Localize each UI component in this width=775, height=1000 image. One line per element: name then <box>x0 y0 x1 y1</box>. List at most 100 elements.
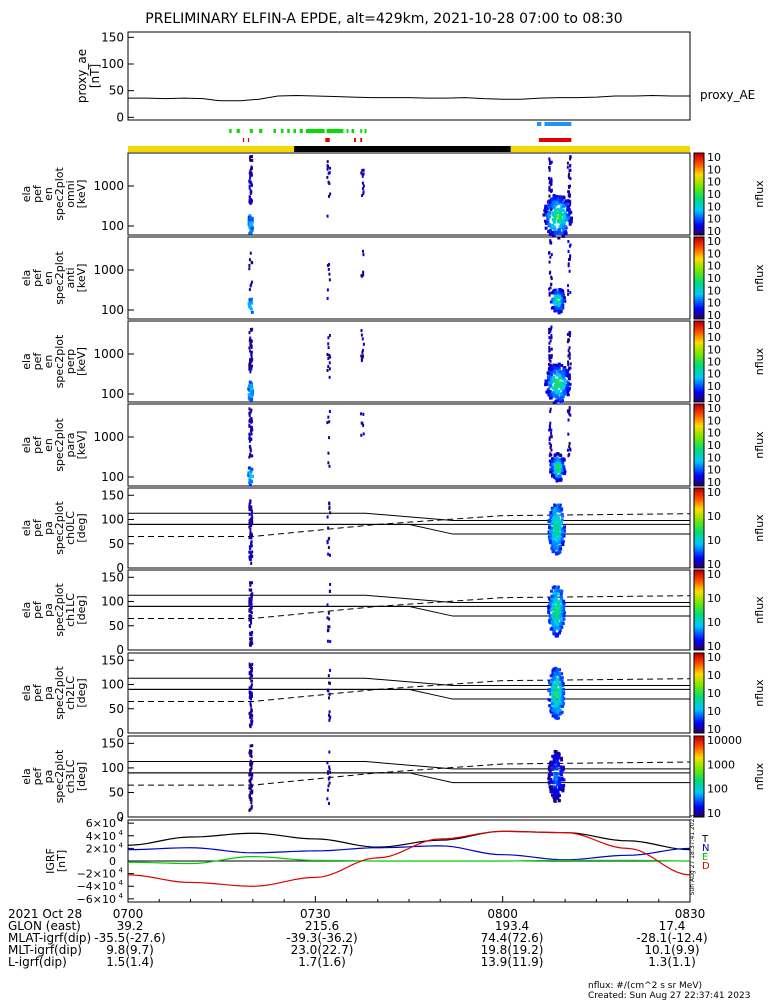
y-tick-label: 4×10 <box>86 830 116 843</box>
colorbar-tick-label: 10 <box>707 534 721 547</box>
spectrogram-cell <box>569 177 572 181</box>
spectrogram-cell <box>550 431 553 435</box>
spectrogram-cell <box>559 784 563 788</box>
spectrogram-cell <box>548 459 551 463</box>
spectrogram-cell <box>553 218 557 222</box>
spectrogram-cell <box>553 476 557 480</box>
spectrogram-cell <box>553 369 557 373</box>
colorbar-cell <box>694 459 704 462</box>
spectrogram-cell <box>249 417 252 421</box>
spectrogram-cell <box>548 176 551 180</box>
y-label-line: pa <box>42 770 55 784</box>
spectrogram-cell <box>551 391 555 395</box>
spectrogram-cell <box>327 696 330 700</box>
spectrogram-cell <box>248 288 251 292</box>
colorbar-cell <box>694 185 704 189</box>
spectrogram-cell <box>249 793 252 797</box>
colorbar-cell <box>694 600 704 603</box>
colorbar-tick-label: 10 <box>707 163 721 176</box>
spectrogram-cell <box>557 541 561 545</box>
spectrogram-cell <box>554 476 558 480</box>
spectrogram-cell <box>249 176 252 180</box>
colorbar-cell <box>694 681 704 684</box>
spectrogram-cell <box>565 216 569 220</box>
colorbar-cell <box>694 479 704 483</box>
spectrogram-cell <box>561 303 565 307</box>
spectrogram-cell <box>551 213 555 217</box>
spectrogram-cell <box>550 773 554 777</box>
colorbar-cell <box>694 323 704 326</box>
y-tick-exponent: 4 <box>119 816 124 824</box>
spectrogram-cell <box>361 350 364 354</box>
spectrogram-cell <box>553 689 557 693</box>
colorbar-cell <box>694 546 704 549</box>
colorbar-cell <box>694 308 704 312</box>
spectrogram-cell <box>554 525 558 529</box>
spectrogram-cell <box>251 744 254 748</box>
spectrogram-cell <box>548 378 552 382</box>
spectrogram-cell <box>561 694 565 698</box>
spectrogram-cell <box>249 180 252 184</box>
spectrogram-cell <box>546 217 550 221</box>
spectrogram-cell <box>250 722 253 726</box>
spectrogram-cell <box>561 461 565 465</box>
spectrogram-cell <box>549 286 552 290</box>
spectrogram-cell <box>551 205 555 209</box>
spectrogram-cell <box>250 437 253 441</box>
spectrogram-cell <box>247 387 251 391</box>
colorbar-cell <box>694 333 704 336</box>
spectrogram-cell <box>552 667 556 671</box>
spectrogram-cell <box>560 528 564 532</box>
colorbar-cell <box>694 239 704 242</box>
ephem-value: 13.9(11.9) <box>481 955 544 969</box>
spectrogram-cell <box>556 592 560 596</box>
colorbar-cell <box>694 341 704 344</box>
colorbar-label: nflux <box>753 514 766 542</box>
colorbar-tick-label: 10 <box>707 402 721 415</box>
spectrogram-cell <box>248 419 251 423</box>
colorbar-cell <box>694 292 704 295</box>
spectrogram-cell <box>555 622 559 626</box>
spectrogram-cell <box>326 164 329 168</box>
spectrogram-cell <box>568 244 571 248</box>
spectrogram-cell <box>250 510 253 514</box>
spectrogram-cell <box>561 467 565 471</box>
spectrogram-cell <box>557 201 561 205</box>
spectrogram-cell <box>551 669 555 673</box>
colorbar-cell <box>694 428 704 432</box>
spectrogram-cell <box>553 371 557 375</box>
colorbar-cell <box>694 189 704 193</box>
spectrogram-cell <box>559 458 563 462</box>
colorbar-cell <box>694 632 704 635</box>
spectrogram-cell <box>248 423 251 427</box>
spectrogram-cell <box>549 339 552 343</box>
spectrogram-cell <box>547 606 551 610</box>
spectrogram-cell <box>249 410 252 414</box>
spectrogram-cell <box>545 390 549 394</box>
spectrogram-cell <box>249 715 252 719</box>
colorbar-cell <box>694 286 704 289</box>
science-zone-mark <box>364 129 367 133</box>
y-label-line: anti <box>64 267 77 288</box>
y-tick-exponent: 4 <box>119 829 124 837</box>
colorbar-cell <box>694 544 704 547</box>
spectrogram-cell <box>557 197 561 201</box>
spectrogram-cell <box>328 375 331 379</box>
y-label-line: IGRF <box>44 848 57 874</box>
science-zone-mark <box>326 129 344 133</box>
spectrogram-cell <box>557 778 561 782</box>
colorbar-frame <box>693 735 705 818</box>
colorbar-cell <box>694 393 704 397</box>
colorbar-cell <box>694 588 704 591</box>
y-label-line: para <box>64 433 77 458</box>
spectrogram-cell <box>560 518 564 522</box>
spectrogram-cell <box>552 616 556 620</box>
colorbar-cell <box>694 367 704 371</box>
y-label-line: [deg] <box>75 595 88 624</box>
spectrogram-cell <box>568 269 571 273</box>
spectrogram-cell <box>555 215 559 219</box>
y-label-line: pef <box>31 268 44 287</box>
colorbar-tick-label: 10 <box>707 380 721 393</box>
spectrogram-cell <box>550 763 554 767</box>
spectrogram-cell <box>568 184 571 188</box>
